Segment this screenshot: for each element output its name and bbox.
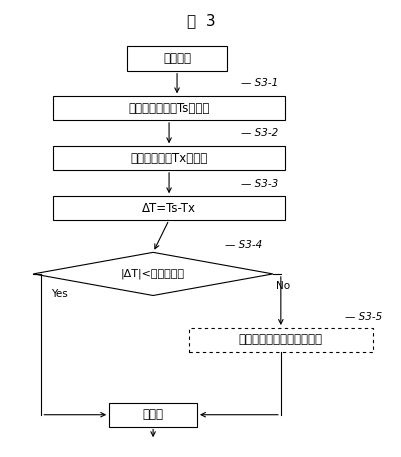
Text: 時刻タイマ・Txの取得: 時刻タイマ・Txの取得 xyxy=(130,152,207,165)
Polygon shape xyxy=(33,252,272,296)
Text: ΔT=Ts-Tx: ΔT=Ts-Tx xyxy=(142,202,196,214)
FancyBboxPatch shape xyxy=(53,196,284,220)
Text: スタート: スタート xyxy=(163,52,190,65)
FancyBboxPatch shape xyxy=(53,96,284,120)
Text: — S3-2: — S3-2 xyxy=(240,128,277,138)
Text: Yes: Yes xyxy=(51,289,67,299)
Text: 図  3: 図 3 xyxy=(186,13,215,28)
Text: スレーブタイマの時刻補正: スレーブタイマの時刻補正 xyxy=(238,333,322,346)
Text: No: No xyxy=(275,281,289,291)
FancyBboxPatch shape xyxy=(53,146,284,170)
Text: — S3-3: — S3-3 xyxy=(240,179,277,189)
Text: — S3-5: — S3-5 xyxy=(344,312,381,322)
FancyBboxPatch shape xyxy=(188,328,372,351)
Text: |ΔT|<しきい値？: |ΔT|<しきい値？ xyxy=(121,269,184,279)
FancyBboxPatch shape xyxy=(109,403,196,426)
FancyBboxPatch shape xyxy=(127,46,227,71)
Text: — S3-4: — S3-4 xyxy=(225,240,261,250)
Text: エンド: エンド xyxy=(142,408,163,421)
Text: — S3-1: — S3-1 xyxy=(240,78,277,88)
Text: タイムスタンプTsの取得: タイムスタンプTsの取得 xyxy=(128,101,209,115)
